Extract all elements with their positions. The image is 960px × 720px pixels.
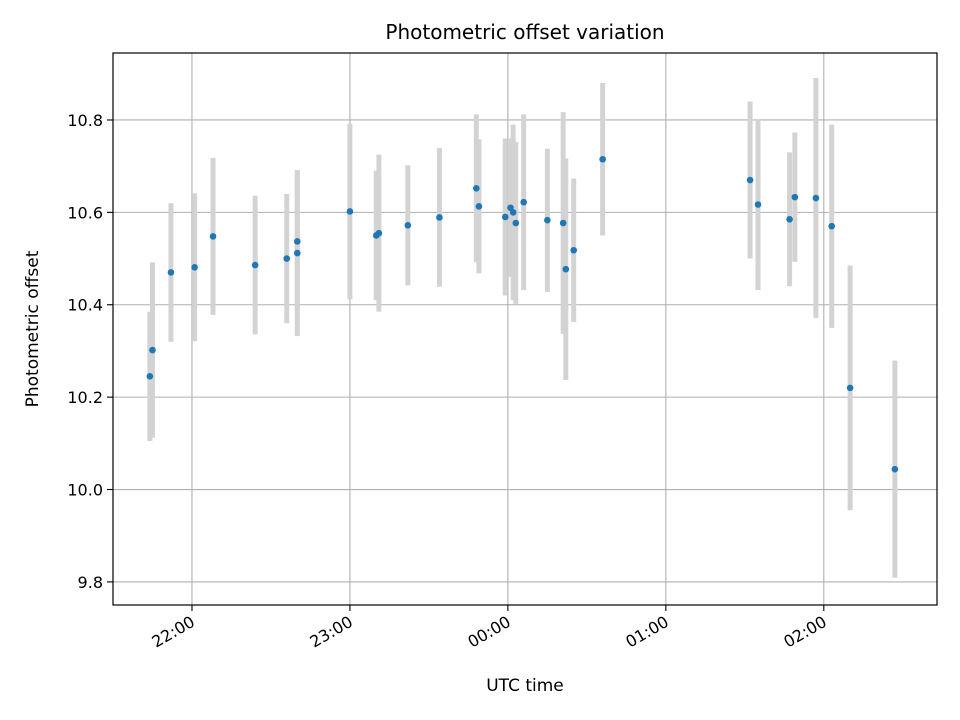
y-tick-label: 10.2 bbox=[67, 388, 103, 407]
data-points bbox=[146, 155, 899, 473]
data-point bbox=[293, 249, 301, 257]
data-point bbox=[786, 215, 793, 223]
data-point bbox=[544, 216, 551, 224]
data-point bbox=[404, 221, 412, 229]
data-point bbox=[509, 209, 517, 216]
data-point bbox=[209, 233, 217, 240]
data-point bbox=[475, 203, 483, 210]
data-point bbox=[746, 176, 754, 184]
data-point bbox=[251, 261, 259, 269]
data-point bbox=[436, 214, 443, 221]
y-tick-label: 10.0 bbox=[67, 481, 103, 500]
y-tick-label: 10.4 bbox=[67, 296, 103, 315]
plot-frame bbox=[112, 52, 938, 606]
data-point bbox=[146, 373, 154, 380]
data-point bbox=[283, 255, 291, 262]
x-axis-label: UTC time bbox=[486, 676, 564, 696]
data-point bbox=[562, 265, 570, 273]
data-point bbox=[293, 238, 301, 245]
data-point bbox=[512, 219, 520, 227]
data-point bbox=[191, 264, 198, 271]
data-point bbox=[891, 465, 899, 473]
y-tick-label: 10.6 bbox=[67, 203, 103, 222]
data-point bbox=[472, 185, 480, 192]
y-tick-label: 10.8 bbox=[67, 111, 103, 130]
data-point bbox=[570, 246, 578, 254]
data-point bbox=[812, 194, 820, 202]
data-point bbox=[167, 269, 175, 276]
data-point bbox=[501, 213, 509, 221]
data-point bbox=[791, 193, 799, 201]
data-point bbox=[375, 229, 383, 237]
y-ticks: 9.8 10.0 10.2 10.4 10.6 10.8 bbox=[67, 111, 113, 592]
data-point bbox=[846, 384, 854, 392]
data-point bbox=[559, 219, 567, 227]
data-point bbox=[828, 222, 835, 230]
data-point bbox=[520, 198, 527, 206]
data-point bbox=[149, 346, 156, 354]
data-point bbox=[754, 201, 762, 208]
y-axis-label: Photometric offset bbox=[23, 250, 43, 407]
chart-title: Photometric offset variation bbox=[385, 20, 664, 44]
y-tick-label: 9.8 bbox=[78, 573, 103, 592]
data-point bbox=[346, 208, 354, 215]
data-point bbox=[599, 155, 606, 163]
